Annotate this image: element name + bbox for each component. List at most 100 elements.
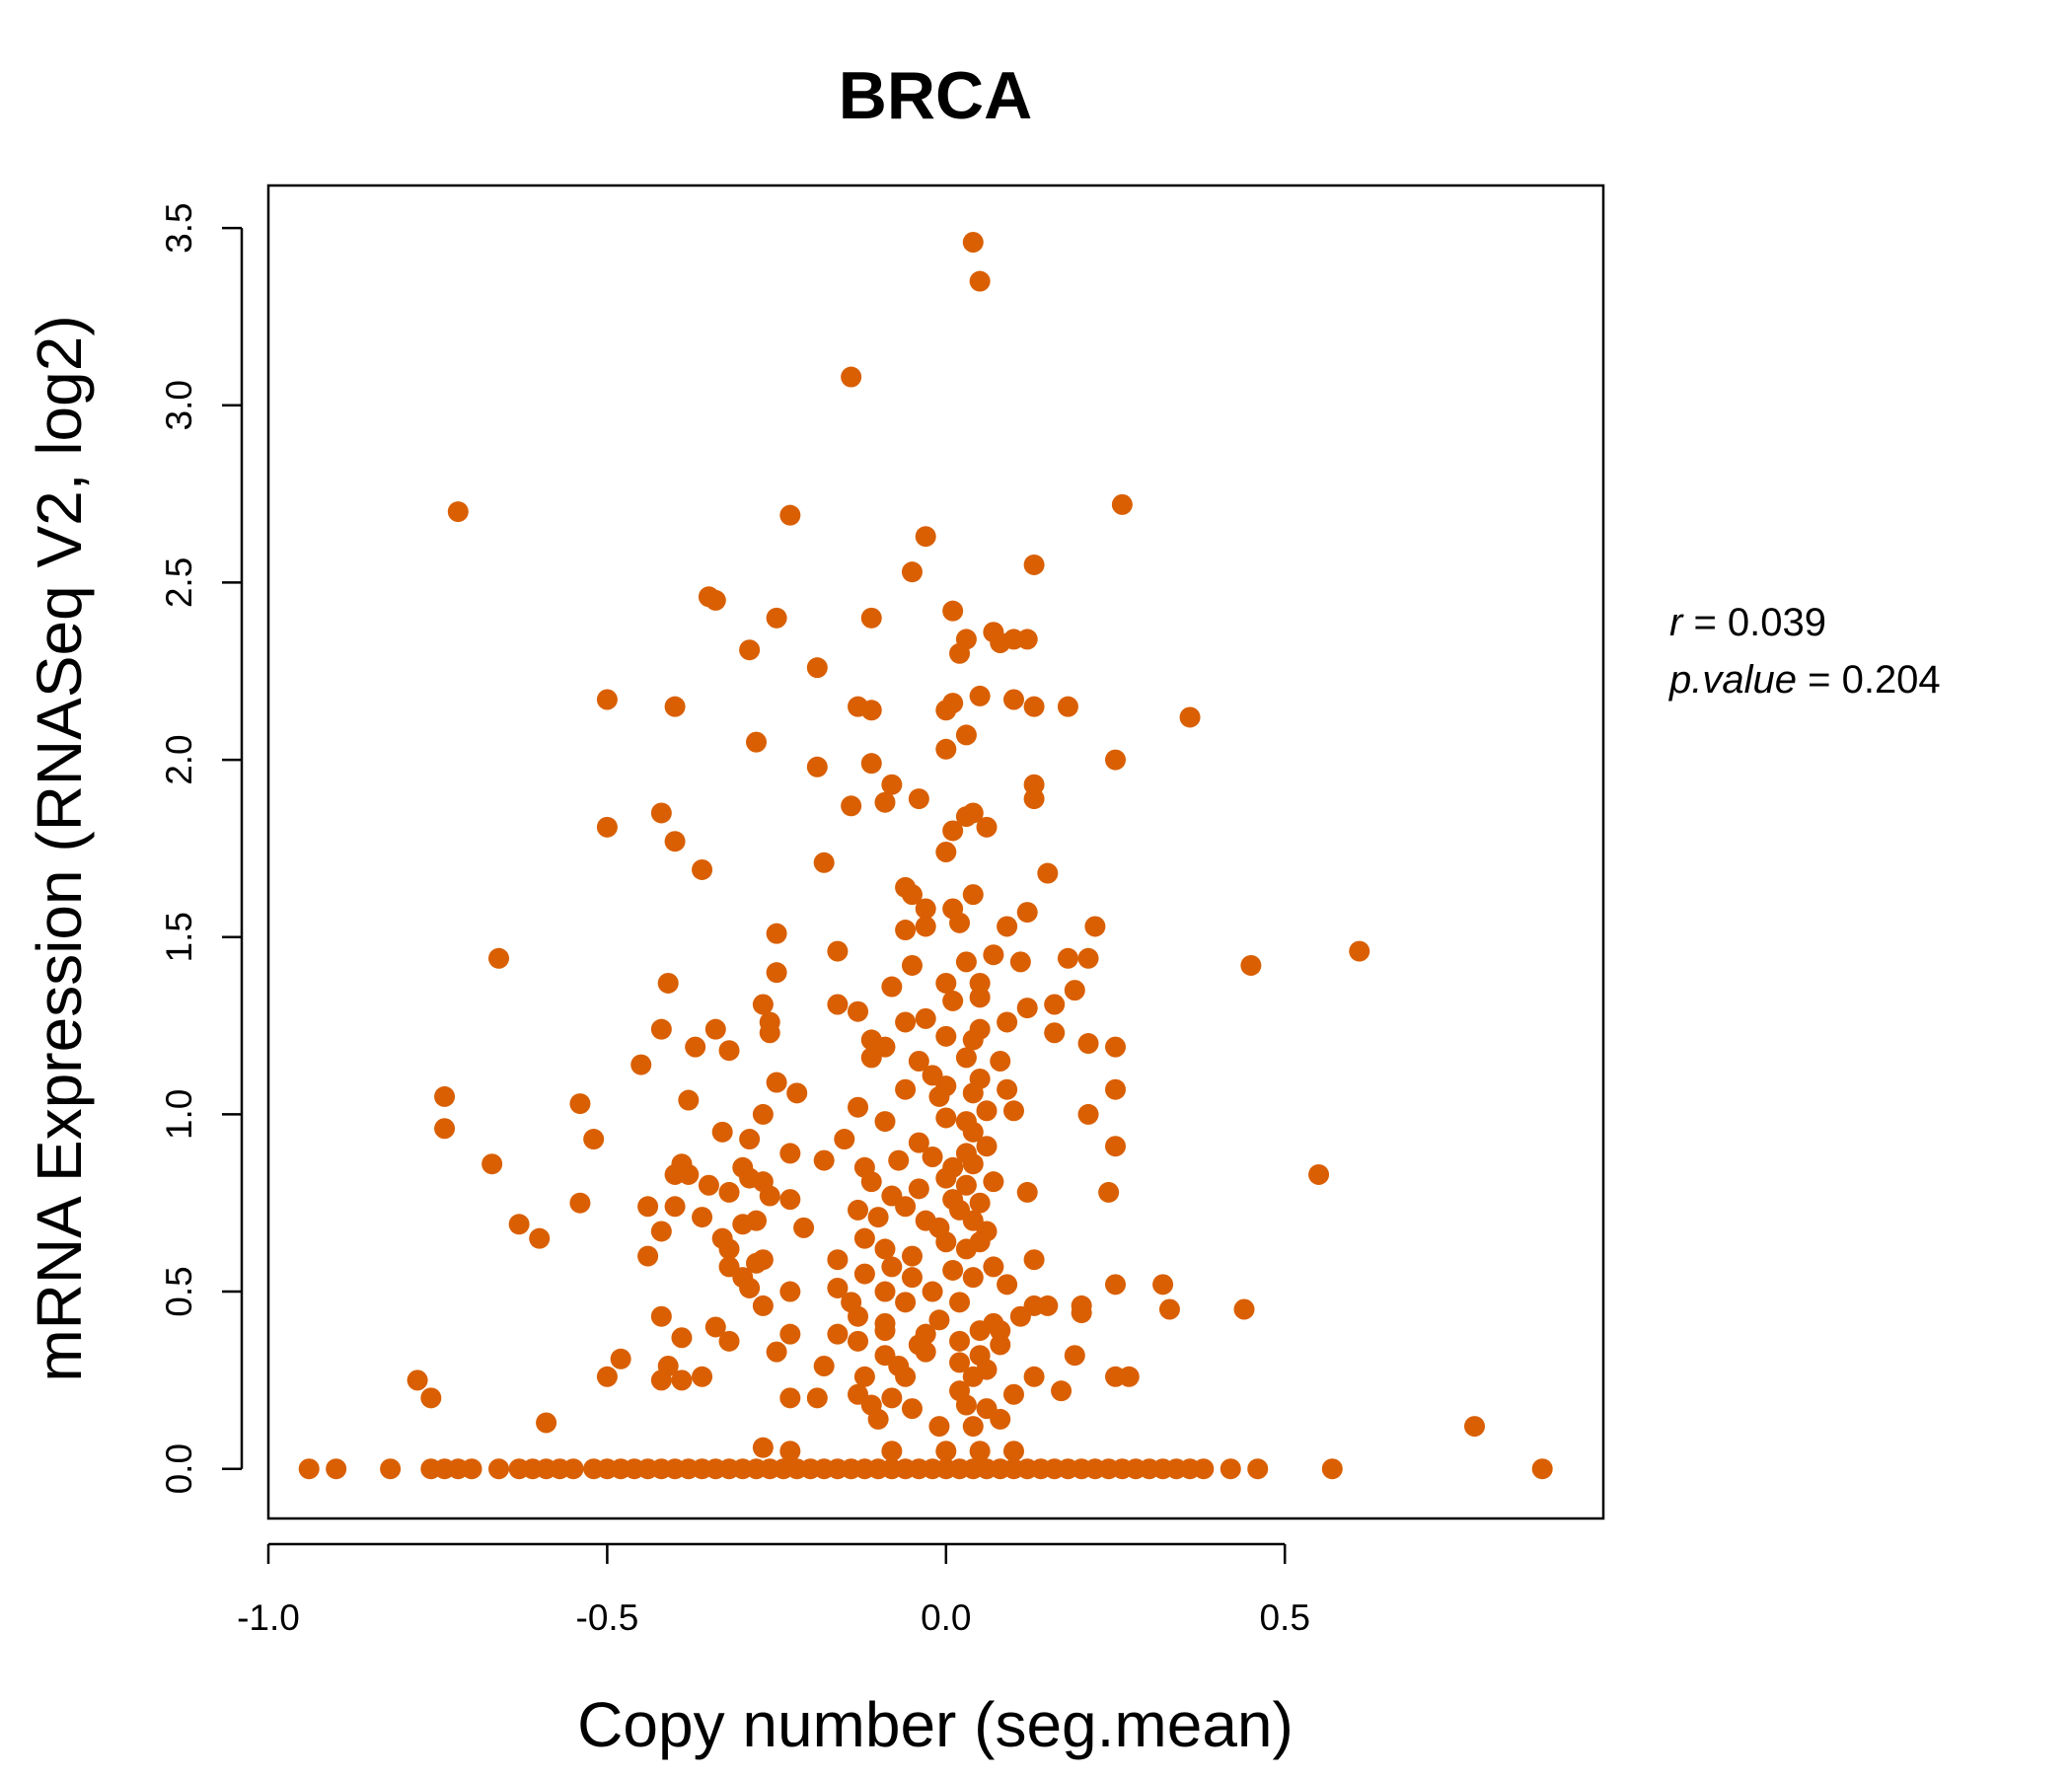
- data-point: [562, 1458, 584, 1480]
- data-point: [806, 657, 828, 679]
- data-point: [942, 600, 964, 622]
- y-tick-label: 0.5: [159, 1266, 199, 1316]
- data-point: [766, 923, 787, 944]
- data-point: [962, 1029, 984, 1051]
- data-point: [827, 1277, 849, 1298]
- data-point: [990, 1334, 1011, 1356]
- data-point: [650, 1221, 672, 1242]
- data-point: [976, 1100, 998, 1122]
- data-point: [630, 1054, 652, 1075]
- data-point: [908, 1050, 929, 1072]
- r-symbol: r: [1669, 601, 1684, 644]
- data-point: [827, 994, 849, 1015]
- data-point: [990, 1408, 1011, 1430]
- y-tick-label: 1.5: [159, 912, 199, 962]
- data-point: [955, 951, 977, 973]
- data-point: [962, 802, 984, 824]
- data-point: [745, 1252, 767, 1274]
- data-point: [650, 1018, 672, 1040]
- data-point: [888, 1149, 910, 1171]
- data-point: [1152, 1274, 1174, 1295]
- data-point: [1464, 1416, 1486, 1438]
- data-point: [881, 1387, 903, 1409]
- data-point: [447, 501, 469, 523]
- data-point: [881, 774, 903, 795]
- data-point: [407, 1369, 428, 1391]
- data-point: [895, 1196, 917, 1218]
- x-axis-label: Copy number (seg.mean): [577, 1689, 1294, 1760]
- data-point: [834, 1129, 855, 1150]
- data-point: [962, 1121, 984, 1143]
- data-point: [867, 1207, 889, 1228]
- data-point: [853, 1366, 875, 1387]
- data-point: [860, 1171, 882, 1193]
- data-point: [848, 1199, 869, 1221]
- data-point: [704, 1316, 726, 1338]
- data-point: [759, 1185, 780, 1207]
- data-point: [860, 1047, 882, 1069]
- data-point: [908, 1132, 929, 1153]
- data-point: [596, 816, 618, 838]
- y-axis-label: mRNA Expression (RNASeq V2, log2): [24, 315, 95, 1381]
- data-point: [1002, 1100, 1024, 1122]
- data-point: [664, 1196, 686, 1218]
- data-point: [895, 1078, 917, 1100]
- data-point: [983, 1256, 1004, 1278]
- data-point: [962, 1366, 984, 1387]
- data-point: [901, 1267, 923, 1289]
- data-point: [1077, 947, 1099, 969]
- data-point: [1002, 1441, 1024, 1462]
- data-point: [739, 1277, 761, 1298]
- data-point: [895, 1011, 917, 1033]
- data-point: [650, 1369, 672, 1391]
- data-point: [779, 1441, 801, 1462]
- data-point: [1247, 1458, 1269, 1480]
- data-point: [997, 1011, 1018, 1033]
- data-point: [678, 1163, 700, 1185]
- data-point: [874, 791, 896, 813]
- data-point: [874, 1320, 896, 1342]
- data-point: [1098, 1181, 1120, 1203]
- data-point: [434, 1085, 456, 1107]
- data-point: [949, 1330, 971, 1352]
- data-point: [915, 898, 936, 920]
- chart-title: BRCA: [839, 58, 1032, 133]
- plot-frame: [266, 184, 1605, 1520]
- data-point: [596, 689, 618, 710]
- y-tick-label: 3.0: [159, 380, 199, 430]
- data-point: [976, 1136, 998, 1157]
- p-value-statistic: p.value = 0.204: [1668, 658, 1941, 702]
- data-point: [928, 1309, 950, 1331]
- data-point: [1009, 951, 1031, 973]
- data-points: [298, 231, 1553, 1480]
- data-point: [752, 994, 774, 1015]
- y-tick-label: 3.5: [159, 202, 199, 253]
- data-point: [569, 1192, 591, 1214]
- data-point: [1064, 1345, 1085, 1367]
- data-point: [969, 685, 991, 706]
- data-point: [949, 1292, 971, 1313]
- data-point: [935, 1167, 957, 1189]
- data-point: [860, 700, 882, 721]
- data-point: [692, 1207, 713, 1228]
- data-point: [420, 1387, 442, 1409]
- data-point: [759, 1022, 780, 1044]
- data-point: [704, 589, 726, 611]
- data-point: [1044, 994, 1066, 1015]
- data-point: [1240, 954, 1262, 976]
- data-point: [848, 1096, 869, 1118]
- data-point: [969, 987, 991, 1008]
- data-point: [976, 816, 998, 838]
- data-point: [752, 1103, 774, 1125]
- data-point: [853, 1263, 875, 1285]
- data-point: [928, 1085, 950, 1107]
- data-point: [895, 1366, 917, 1387]
- data-point: [1071, 1302, 1092, 1324]
- data-point: [881, 1256, 903, 1278]
- data-point: [1321, 1458, 1343, 1480]
- data-point: [935, 842, 957, 862]
- data-point: [827, 1323, 849, 1345]
- data-point: [610, 1348, 631, 1369]
- data-point: [962, 1082, 984, 1104]
